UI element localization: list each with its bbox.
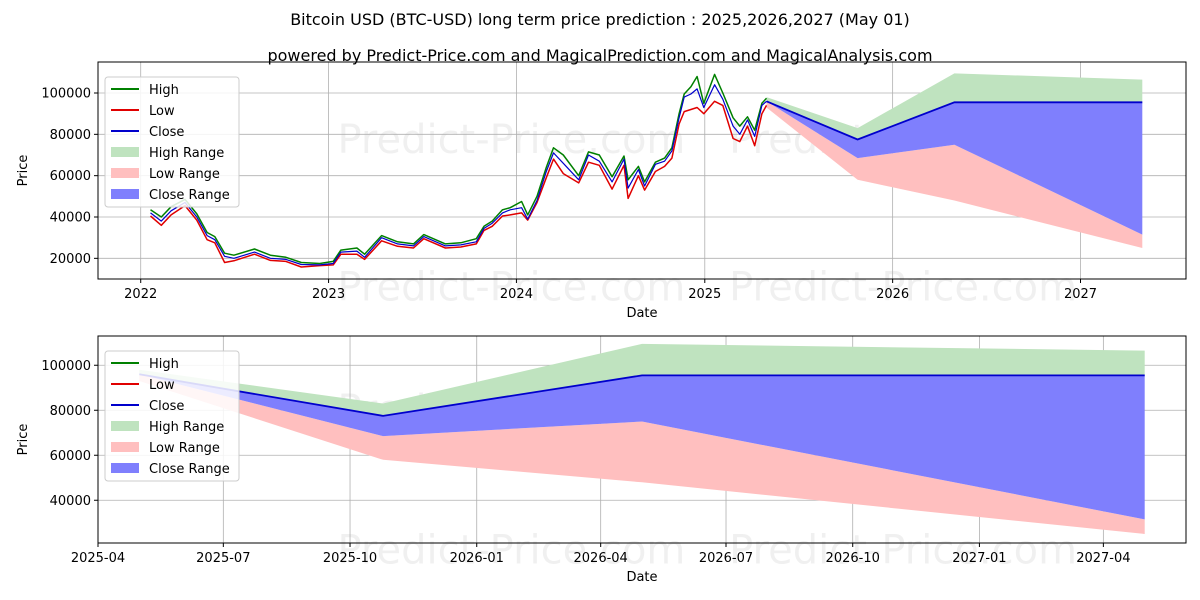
y-tick-label: 40000 — [50, 494, 91, 509]
legend-low-range-swatch — [111, 442, 139, 452]
chart-subtitle: powered by Predict-Price.com and Magical… — [267, 46, 933, 65]
legend-high-label: High — [149, 357, 179, 372]
x-tick-label: 2027 — [1064, 287, 1097, 302]
legend-high-range-swatch — [111, 421, 139, 431]
close-forecast-line — [766, 100, 1143, 141]
legend-close-label: Close — [149, 125, 184, 140]
legend-low-label: Low — [149, 378, 175, 393]
x-tick-label: 2026-10 — [826, 551, 880, 566]
legend-high-label: High — [149, 83, 179, 98]
legend-high-range-label: High Range — [149, 146, 224, 161]
legend: High Low Close High Range Low Range Close Ran… — [104, 76, 240, 208]
legend-close-range-label: Close Range — [149, 188, 230, 203]
watermark-text: Predict-Price.com — [337, 117, 685, 163]
close-range-band — [766, 101, 1143, 235]
plot-area — [150, 73, 1143, 268]
y-tick-label: 40000 — [50, 211, 91, 226]
close-range-band — [139, 374, 1145, 520]
panel-1: Predict-Price.com Predict-Price.com Predic… — [16, 61, 1187, 321]
watermark-text: Predict-Price.com — [337, 265, 685, 311]
chart-title: Bitcoin USD (BTC-USD) long term price pr… — [290, 10, 910, 29]
x-tick-label: 2026 — [876, 287, 909, 302]
y-tick-label: 100000 — [41, 359, 91, 374]
high-range-band — [139, 343, 1145, 416]
y-tick-label: 80000 — [50, 404, 91, 419]
y-tick-label: 60000 — [50, 449, 91, 464]
axes-frame — [97, 61, 1187, 280]
x-axis-label: Date — [626, 570, 657, 585]
panel-2: Predict-Price.comPredict-Price.comPredic… — [16, 335, 1187, 585]
y-tick-label: 60000 — [50, 169, 91, 184]
axes-frame — [97, 335, 1187, 544]
legend-close-range-label: Close Range — [149, 462, 230, 477]
close-forecast-line — [139, 373, 1145, 417]
x-tick-label: 2022 — [124, 287, 157, 302]
legend-close-label: Close — [149, 399, 184, 414]
legend: High Low Close High Range Low Range Close Ran… — [104, 350, 240, 482]
low-range-band — [766, 101, 1143, 248]
close-series-line — [150, 84, 767, 266]
low-series-line — [150, 100, 768, 268]
legend-close-range-swatch — [111, 463, 139, 473]
y-tick-label: 100000 — [41, 87, 91, 102]
legend-close-range-swatch — [111, 189, 139, 199]
watermark-text: Predict-Price.com — [729, 528, 1077, 574]
x-tick-label: 2025 — [688, 287, 721, 302]
x-tick-label: 2027-01 — [952, 551, 1006, 566]
watermark-text: Predict-Price.com — [337, 528, 685, 574]
x-tick-label: 2025-04 — [71, 551, 125, 566]
watermark-text: Predict-Price.com — [729, 265, 1077, 311]
x-tick-label: 2026-04 — [574, 551, 628, 566]
high-series-line — [150, 73, 768, 265]
low-range-band — [139, 374, 1145, 534]
x-tick-label: 2025-07 — [196, 551, 250, 566]
x-tick-label: 2026-01 — [450, 551, 504, 566]
x-tick-label: 2025-10 — [323, 551, 377, 566]
legend-low-label: Low — [149, 104, 175, 119]
legend-low-range-label: Low Range — [149, 441, 220, 456]
legend-high-range-swatch — [111, 147, 139, 157]
legend-low-range-swatch — [111, 168, 139, 178]
x-axis-label: Date — [626, 306, 657, 321]
plot-area — [139, 343, 1145, 534]
high-range-band — [766, 73, 1143, 140]
y-tick-label: 20000 — [50, 252, 91, 267]
x-tick-label: 2027-04 — [1076, 551, 1130, 566]
x-tick-label: 2026-07 — [699, 551, 753, 566]
legend-low-range-label: Low Range — [149, 167, 220, 182]
legend-high-range-label: High Range — [149, 420, 224, 435]
y-axis-label: Price — [16, 424, 31, 456]
y-tick-label: 80000 — [50, 128, 91, 143]
x-tick-label: 2023 — [312, 287, 345, 302]
x-tick-label: 2024 — [500, 287, 533, 302]
y-axis-label: Price — [16, 155, 31, 187]
